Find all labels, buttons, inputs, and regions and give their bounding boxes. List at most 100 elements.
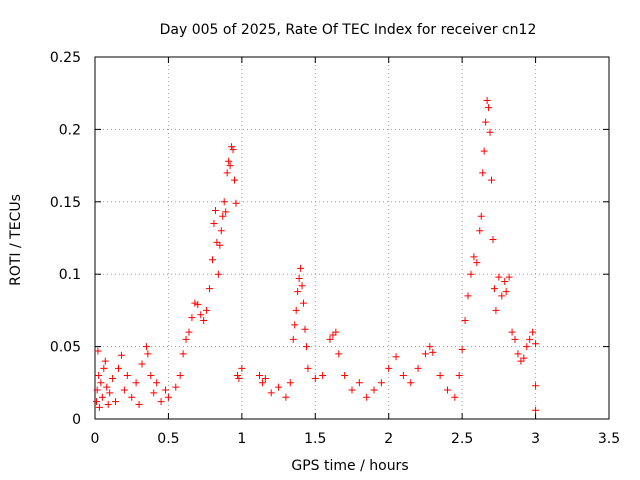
y-tick-label: 0.1 <box>59 267 81 283</box>
data-point <box>385 364 393 372</box>
data-point <box>203 306 211 314</box>
data-point <box>220 198 228 206</box>
y-tick-label: 0.2 <box>59 122 81 138</box>
data-point <box>92 398 100 406</box>
data-point <box>200 317 208 325</box>
data-point <box>429 348 437 356</box>
data-point <box>297 264 305 272</box>
data-point <box>222 208 230 216</box>
data-point <box>295 275 303 283</box>
data-point <box>526 335 534 343</box>
data-point <box>238 364 246 372</box>
axis-ticks: 0 0.5 1 1.5 2 2.5 3 3.5 0 0.05 0.1 0.15 0.2 0.25 <box>50 50 620 447</box>
data-point <box>501 277 509 285</box>
x-tick-label: 3.5 <box>598 431 620 447</box>
data-point <box>370 386 378 394</box>
data-point <box>482 118 490 126</box>
data-point <box>228 143 236 151</box>
data-point <box>332 328 340 336</box>
data-point <box>335 350 343 358</box>
x-tick-label: 0.5 <box>157 431 179 447</box>
data-point <box>298 282 306 290</box>
data-point <box>255 372 263 380</box>
data-point <box>208 256 216 264</box>
data-point <box>300 299 308 307</box>
data-point <box>95 403 103 411</box>
data-point <box>104 401 112 409</box>
data-point <box>485 104 493 112</box>
data-point <box>495 273 503 281</box>
data-point <box>486 128 494 136</box>
data-point <box>502 288 510 296</box>
data-point <box>443 386 451 394</box>
data-point <box>217 227 225 235</box>
data-point <box>532 406 540 414</box>
data-point <box>93 386 101 394</box>
y-axis-title: ROTI / TECUs <box>8 194 24 286</box>
data-point <box>348 386 356 394</box>
data-point <box>498 292 506 300</box>
data-point <box>219 212 227 220</box>
data-point <box>235 374 243 382</box>
data-point <box>188 314 196 322</box>
data-point <box>103 383 111 391</box>
data-point <box>150 389 158 397</box>
data-point <box>147 372 155 380</box>
data-point <box>483 96 491 104</box>
data-point <box>144 350 152 358</box>
data-point <box>101 357 109 365</box>
data-point <box>106 389 114 397</box>
y-tick-label: 0.15 <box>50 195 81 211</box>
data-point <box>157 398 165 406</box>
data-point <box>529 328 537 336</box>
data-point <box>258 379 266 387</box>
data-point <box>479 169 487 177</box>
data-point <box>532 382 540 390</box>
data-point <box>480 147 488 155</box>
data-point <box>261 374 269 382</box>
data-point <box>392 353 400 361</box>
y-tick-label: 0 <box>72 412 81 428</box>
data-point <box>476 227 484 235</box>
data-point <box>326 335 334 343</box>
data-point <box>301 325 309 333</box>
data-point <box>436 372 444 380</box>
data-point <box>117 351 125 359</box>
data-point <box>508 328 516 336</box>
data-point <box>226 162 234 170</box>
data-point <box>194 301 202 309</box>
x-tick-label: 2.5 <box>451 431 473 447</box>
data-point <box>109 374 117 382</box>
data-point <box>514 350 522 358</box>
data-point <box>467 270 475 278</box>
data-point <box>216 241 224 249</box>
data-point <box>286 379 294 387</box>
data-point <box>223 169 231 177</box>
data-point <box>231 176 239 184</box>
grid-lines <box>95 57 609 419</box>
data-point <box>488 176 496 184</box>
plot-frame <box>94 56 610 420</box>
data-point <box>414 364 422 372</box>
data-point <box>267 389 275 397</box>
data-point <box>135 401 143 409</box>
data-point <box>225 157 233 165</box>
data-point <box>511 335 519 343</box>
data-point <box>341 372 349 380</box>
data-point <box>210 220 218 228</box>
x-tick-label: 0 <box>91 431 100 447</box>
data-point <box>233 372 241 380</box>
x-tick-label: 3 <box>531 431 540 447</box>
data-point <box>94 347 102 355</box>
data-point <box>120 386 128 394</box>
x-tick-label: 2 <box>384 431 393 447</box>
data-point <box>520 354 528 362</box>
data-point <box>95 372 103 380</box>
data-point <box>142 343 150 351</box>
data-point <box>451 393 459 401</box>
data-point <box>464 292 472 300</box>
data-point <box>363 393 371 401</box>
data-point <box>523 343 531 351</box>
data-point <box>182 335 190 343</box>
data-point <box>291 321 299 329</box>
